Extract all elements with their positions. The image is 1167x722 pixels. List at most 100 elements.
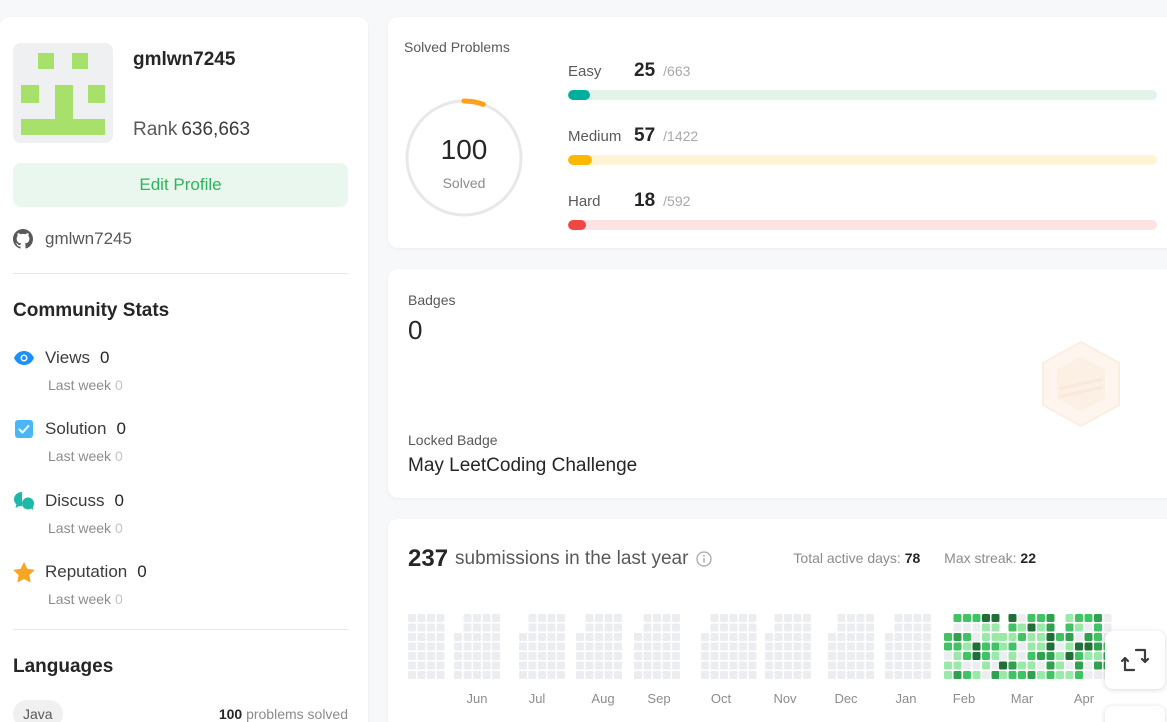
- heatmap-cell[interactable]: [748, 652, 757, 660]
- heatmap-cell[interactable]: [1018, 671, 1026, 679]
- heatmap-cell[interactable]: [765, 671, 773, 679]
- heatmap-cell[interactable]: [454, 671, 462, 679]
- heatmap-cell[interactable]: [463, 652, 472, 660]
- heatmap-cell[interactable]: [923, 652, 931, 660]
- heatmap-cell[interactable]: [739, 652, 747, 660]
- heatmap-cell[interactable]: [847, 661, 855, 670]
- refresh-button[interactable]: [1105, 631, 1165, 689]
- heatmap-cell[interactable]: [837, 633, 846, 641]
- heatmap-cell[interactable]: [538, 633, 546, 641]
- heatmap-cell[interactable]: [953, 671, 962, 679]
- heatmap-cell[interactable]: [991, 614, 1000, 622]
- heatmap-cell[interactable]: [972, 671, 981, 679]
- heatmap-cell[interactable]: [982, 614, 990, 622]
- heatmap-cell[interactable]: [576, 671, 584, 679]
- heatmap-cell[interactable]: [653, 633, 661, 641]
- heatmap-cell[interactable]: [904, 652, 912, 660]
- heatmap-cell[interactable]: [482, 633, 491, 641]
- heatmap-cell[interactable]: [473, 642, 481, 651]
- heatmap-cell[interactable]: [739, 642, 747, 651]
- heatmap-cell[interactable]: [784, 671, 792, 679]
- heatmap-cell[interactable]: [710, 652, 719, 660]
- heatmap-cell[interactable]: [847, 671, 855, 679]
- heatmap-cell[interactable]: [904, 661, 912, 670]
- heatmap-cell[interactable]: [885, 661, 893, 670]
- heatmap-cell[interactable]: [991, 661, 1000, 670]
- github-link[interactable]: gmlwn7245: [13, 229, 132, 249]
- heatmap-cell[interactable]: [866, 661, 874, 670]
- heatmap-cell[interactable]: [1018, 652, 1026, 660]
- heatmap-cell[interactable]: [528, 623, 537, 632]
- heatmap-cell[interactable]: [765, 652, 773, 660]
- heatmap-cell[interactable]: [1046, 642, 1055, 651]
- heatmap-cell[interactable]: [1094, 614, 1102, 622]
- heatmap-cell[interactable]: [557, 623, 565, 632]
- heatmap-cell[interactable]: [1065, 661, 1074, 670]
- heatmap-cell[interactable]: [953, 652, 962, 660]
- heatmap-cell[interactable]: [643, 661, 652, 670]
- heatmap-cell[interactable]: [982, 661, 990, 670]
- heatmap-cell[interactable]: [463, 671, 472, 679]
- heatmap-cell[interactable]: [739, 614, 747, 622]
- heatmap-cell[interactable]: [1084, 671, 1093, 679]
- heatmap-cell[interactable]: [672, 614, 680, 622]
- floating-button-secondary[interactable]: [1105, 706, 1165, 722]
- heatmap-cell[interactable]: [913, 633, 922, 641]
- heatmap-cell[interactable]: [408, 661, 416, 670]
- heatmap-cell[interactable]: [866, 633, 874, 641]
- heatmap-cell[interactable]: [774, 671, 783, 679]
- heatmap-cell[interactable]: [748, 623, 757, 632]
- heatmap-cell[interactable]: [963, 671, 971, 679]
- heatmap-cell[interactable]: [803, 661, 811, 670]
- heatmap-cell[interactable]: [436, 671, 445, 679]
- heatmap-cell[interactable]: [1037, 661, 1045, 670]
- heatmap-cell[interactable]: [463, 633, 472, 641]
- heatmap-cell[interactable]: [604, 623, 613, 632]
- heatmap-cell[interactable]: [720, 614, 728, 622]
- heatmap-cell[interactable]: [643, 623, 652, 632]
- heatmap-cell[interactable]: [894, 633, 903, 641]
- heatmap-cell[interactable]: [538, 661, 546, 670]
- heatmap-cell[interactable]: [982, 633, 990, 641]
- heatmap-cell[interactable]: [1027, 614, 1036, 622]
- heatmap-cell[interactable]: [604, 642, 613, 651]
- heatmap-cell[interactable]: [923, 661, 931, 670]
- heatmap-cell[interactable]: [1046, 661, 1055, 670]
- heatmap-cell[interactable]: [923, 633, 931, 641]
- heatmap-cell[interactable]: [944, 652, 952, 660]
- heatmap-cell[interactable]: [672, 633, 680, 641]
- heatmap-cell[interactable]: [1018, 614, 1026, 622]
- heatmap-cell[interactable]: [894, 652, 903, 660]
- heatmap-cell[interactable]: [1103, 623, 1112, 632]
- heatmap-cell[interactable]: [999, 652, 1007, 660]
- heatmap-cell[interactable]: [427, 661, 435, 670]
- heatmap-cell[interactable]: [748, 671, 757, 679]
- heatmap-cell[interactable]: [454, 652, 462, 660]
- heatmap-cell[interactable]: [1037, 623, 1045, 632]
- heatmap-cell[interactable]: [913, 671, 922, 679]
- heatmap-cell[interactable]: [614, 633, 622, 641]
- heatmap-cell[interactable]: [427, 652, 435, 660]
- heatmap-cell[interactable]: [454, 633, 462, 641]
- heatmap-cell[interactable]: [837, 614, 846, 622]
- heatmap-cell[interactable]: [417, 652, 426, 660]
- heatmap-cell[interactable]: [473, 671, 481, 679]
- heatmap-cell[interactable]: [614, 652, 622, 660]
- heatmap-cell[interactable]: [774, 614, 783, 622]
- heatmap-cell[interactable]: [1075, 661, 1083, 670]
- heatmap-cell[interactable]: [784, 642, 792, 651]
- heatmap-cell[interactable]: [662, 623, 671, 632]
- heatmap-cell[interactable]: [913, 623, 922, 632]
- heatmap-cell[interactable]: [492, 671, 500, 679]
- heatmap-cell[interactable]: [953, 642, 962, 651]
- heatmap-cell[interactable]: [482, 642, 491, 651]
- heatmap-cell[interactable]: [1037, 652, 1045, 660]
- heatmap-cell[interactable]: [595, 642, 603, 651]
- heatmap-cell[interactable]: [473, 614, 481, 622]
- heatmap-cell[interactable]: [585, 633, 594, 641]
- heatmap-cell[interactable]: [576, 652, 584, 660]
- heatmap-cell[interactable]: [672, 671, 680, 679]
- heatmap-cell[interactable]: [1027, 671, 1036, 679]
- heatmap-cell[interactable]: [729, 623, 738, 632]
- heatmap-cell[interactable]: [837, 671, 846, 679]
